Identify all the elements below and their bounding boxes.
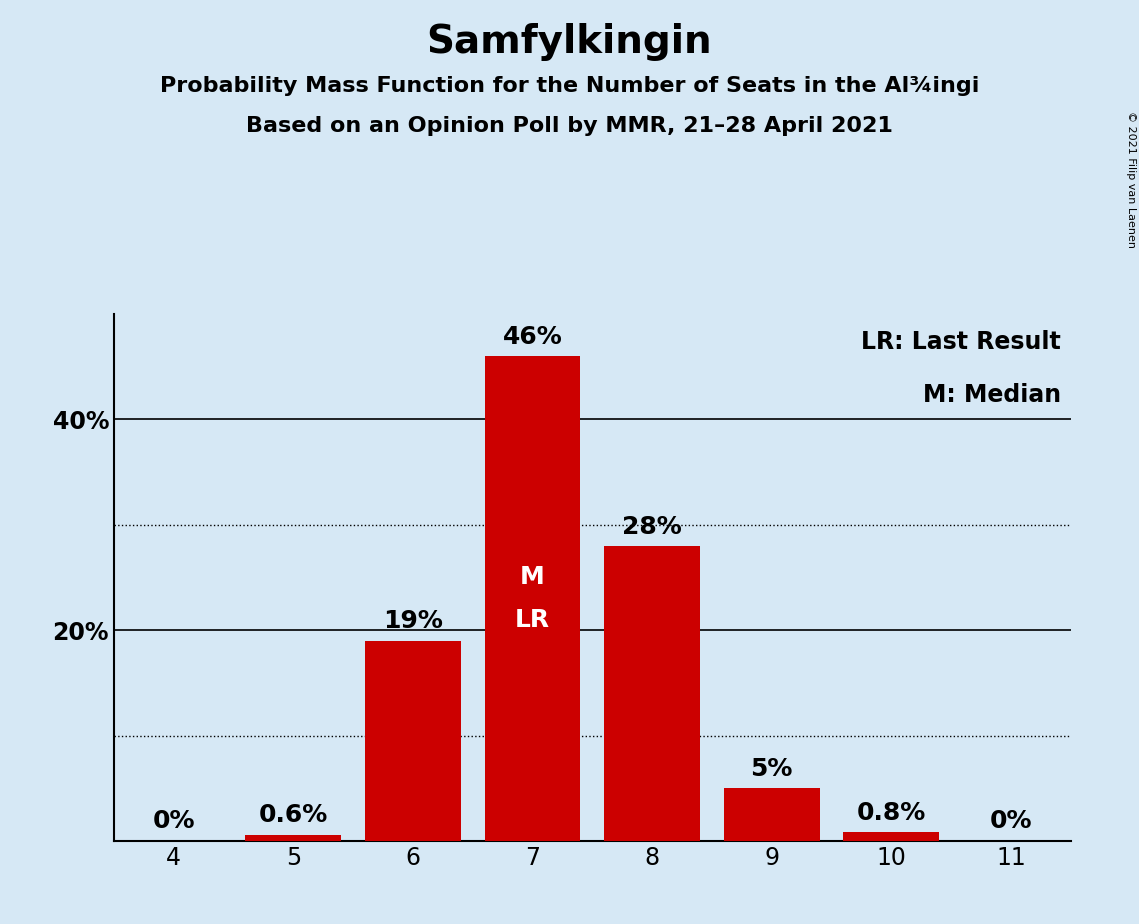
Bar xyxy=(364,640,460,841)
Bar xyxy=(724,788,819,841)
Text: LR: Last Result: LR: Last Result xyxy=(861,330,1062,354)
Text: Probability Mass Function for the Number of Seats in the Al¾ingi: Probability Mass Function for the Number… xyxy=(159,76,980,96)
Bar xyxy=(843,833,939,841)
Text: Samfylkingin: Samfylkingin xyxy=(427,23,712,61)
Text: 46%: 46% xyxy=(502,325,563,349)
Text: 5%: 5% xyxy=(751,757,793,781)
Text: M: Median: M: Median xyxy=(923,383,1062,407)
Text: 28%: 28% xyxy=(622,515,682,539)
Bar xyxy=(604,546,699,841)
Text: Based on an Opinion Poll by MMR, 21–28 April 2021: Based on an Opinion Poll by MMR, 21–28 A… xyxy=(246,116,893,136)
Text: 0%: 0% xyxy=(153,809,195,833)
Text: 0.8%: 0.8% xyxy=(857,801,926,825)
Bar xyxy=(485,357,580,841)
Text: 0.6%: 0.6% xyxy=(259,803,328,827)
Text: M
LR: M LR xyxy=(515,565,550,632)
Text: 0%: 0% xyxy=(990,809,1032,833)
Text: © 2021 Filip van Laenen: © 2021 Filip van Laenen xyxy=(1126,111,1136,248)
Text: 19%: 19% xyxy=(383,609,443,633)
Bar xyxy=(246,834,342,841)
